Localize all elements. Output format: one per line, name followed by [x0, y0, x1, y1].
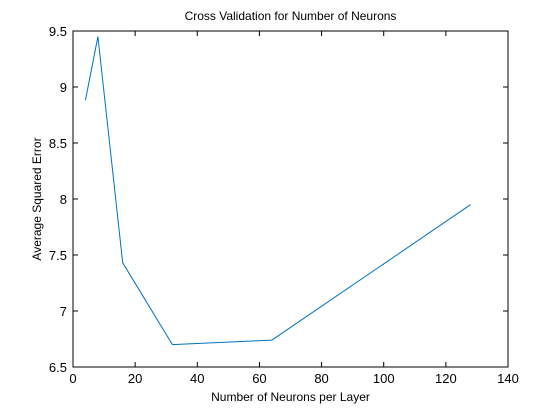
y-tick-label: 6.5	[49, 360, 67, 375]
data-point	[85, 100, 86, 101]
x-tick-label: 60	[252, 371, 266, 386]
x-tick-label: 80	[314, 371, 328, 386]
y-axis-label: Average Squared Error	[30, 137, 44, 260]
series-line	[84, 36, 471, 346]
data-point	[97, 36, 98, 37]
y-tick-label: 8	[60, 192, 67, 207]
y-tick-label: 7	[60, 304, 67, 319]
x-tick-label: 120	[435, 371, 457, 386]
axis-tick-labels: 0 20 40 60 80 100 120 140 6.5 7 7.5 8 8.5 9 9.5	[49, 24, 519, 386]
plot-area	[72, 30, 509, 368]
y-tick-label: 9	[60, 80, 67, 95]
x-tick-label: 100	[373, 371, 395, 386]
data-point	[172, 344, 173, 345]
y-tick-label: 7.5	[49, 248, 67, 263]
data-point	[122, 262, 123, 263]
y-tick-label: 8.5	[49, 136, 67, 151]
chart-title: Cross Validation for Number of Neurons	[185, 9, 397, 23]
data-point	[271, 340, 272, 341]
x-axis-label: Number of Neurons per Layer	[211, 390, 370, 404]
series-layer	[84, 36, 471, 346]
data-point	[470, 204, 471, 205]
x-tick-label: 140	[497, 371, 519, 386]
x-tick-label: 0	[69, 371, 76, 386]
x-tick-label: 40	[190, 371, 204, 386]
y-tick-label: 9.5	[49, 24, 67, 39]
axis-ticks	[72, 30, 509, 368]
x-tick-label: 20	[128, 371, 142, 386]
